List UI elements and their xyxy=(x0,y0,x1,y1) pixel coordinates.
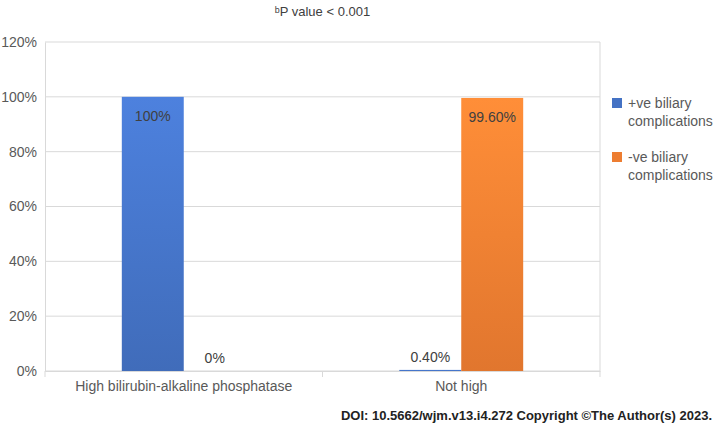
y-tick: 120% xyxy=(1,34,45,50)
data-label: 0.40% xyxy=(410,349,450,365)
bars xyxy=(122,97,523,371)
y-tick-label: 100% xyxy=(1,89,37,105)
data-label: 100% xyxy=(135,108,171,124)
y-axis: 0% 20% 40% 60% 80% 100% 120% xyxy=(1,34,45,379)
legend-swatch xyxy=(612,152,622,162)
y-tick-label: 60% xyxy=(9,198,37,214)
title: ᵇP value < 0.001 xyxy=(275,4,370,19)
legend-swatch xyxy=(612,98,622,108)
data-labels: 100% 0.40% 0% 99.60% xyxy=(135,108,516,366)
bar xyxy=(399,370,461,371)
legend-label: +ve biliarycomplications xyxy=(628,95,713,129)
y-tick: 20% xyxy=(9,308,45,324)
x-tick: High bilirubin-alkaline phosphatase xyxy=(75,371,292,394)
grid xyxy=(45,42,600,371)
legend-label: -ve biliarycomplications xyxy=(628,149,713,183)
category-divider xyxy=(600,371,601,377)
y-tick-label: 0% xyxy=(17,363,37,379)
y-tick-label: 20% xyxy=(9,308,37,324)
legend: +ve biliarycomplications -ve biliarycompl… xyxy=(612,95,713,183)
grid-line xyxy=(45,42,600,43)
x-axis: High bilirubin-alkaline phosphatase Not h… xyxy=(46,371,601,394)
y-tick: 100% xyxy=(1,89,45,105)
y-tick: 0% xyxy=(17,363,45,379)
category-divider xyxy=(322,371,323,377)
y-tick-label: 120% xyxy=(1,34,37,50)
bar xyxy=(184,371,246,372)
x-tick-label: Not high xyxy=(435,378,487,394)
y-tick: 60% xyxy=(9,198,45,214)
bar xyxy=(461,98,523,371)
x-tick-label: High bilirubin-alkaline phosphatase xyxy=(75,378,292,394)
y-axis-line xyxy=(45,43,46,372)
category-divider xyxy=(45,371,46,377)
y-tick: 80% xyxy=(9,144,45,160)
data-label: 99.60% xyxy=(468,109,515,125)
bar xyxy=(122,97,184,371)
footer: DOI: 10.5662/wjm.v13.i4.272 Copyright ©T… xyxy=(341,408,712,423)
data-label: 0% xyxy=(205,350,225,366)
x-tick: Not high xyxy=(435,371,487,394)
y-tick-label: 80% xyxy=(9,144,37,160)
plot-frame xyxy=(600,42,601,371)
y-tick-label: 40% xyxy=(9,253,37,269)
category-dividers xyxy=(45,371,600,377)
y-tick: 40% xyxy=(9,253,45,269)
